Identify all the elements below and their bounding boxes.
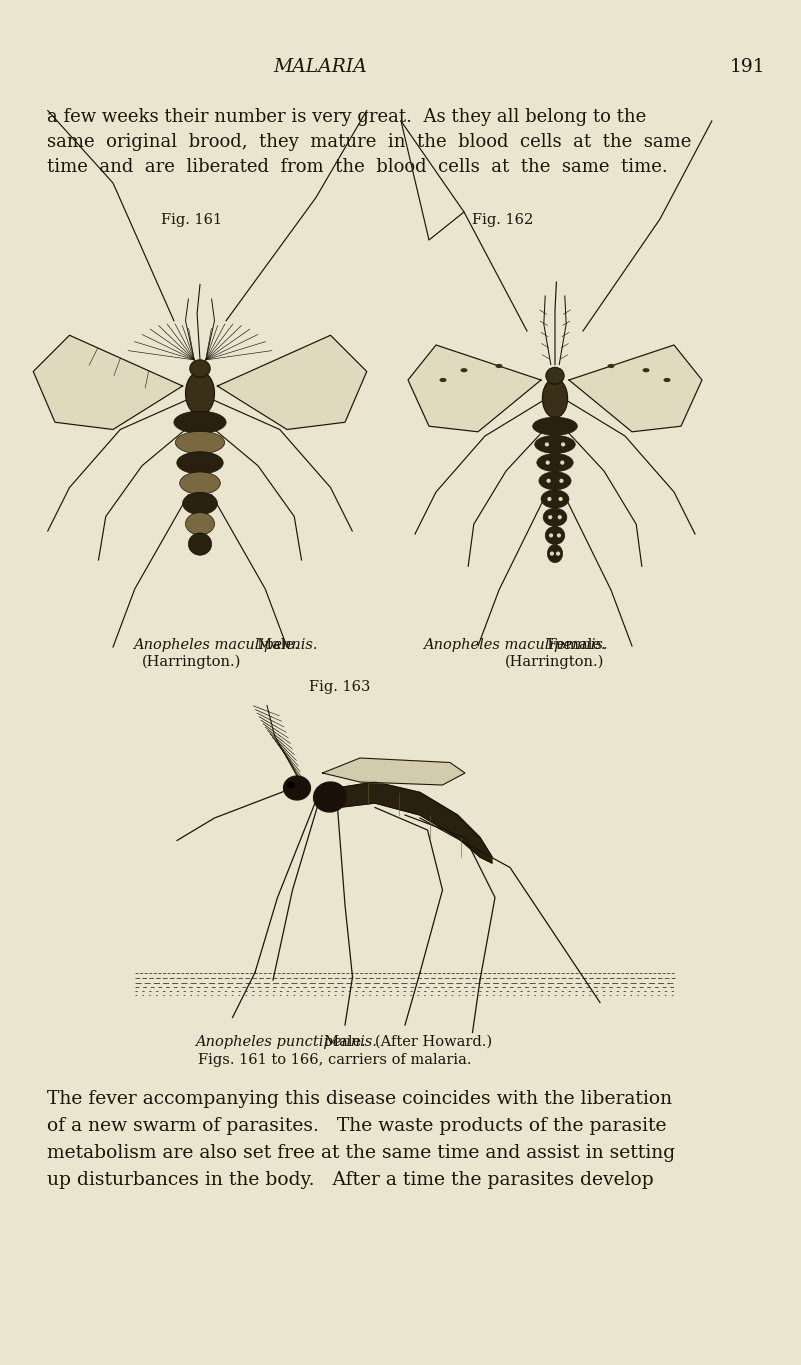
Polygon shape [569,345,702,431]
Ellipse shape [440,378,446,382]
Ellipse shape [186,513,215,535]
Ellipse shape [558,497,562,501]
Ellipse shape [560,460,565,464]
Text: time  and  are  liberated  from  the  blood  cells  at  the  same  time.: time and are liberated from the blood ce… [47,158,668,176]
Text: Figs. 161 to 166, carriers of malaria.: Figs. 161 to 166, carriers of malaria. [199,1052,472,1067]
Text: up disturbances in the body.   After a time the parasites develop: up disturbances in the body. After a tim… [47,1171,654,1189]
Ellipse shape [545,527,565,545]
Ellipse shape [547,545,562,562]
Ellipse shape [174,411,226,434]
Ellipse shape [179,472,220,494]
Ellipse shape [546,479,550,483]
Polygon shape [323,758,465,785]
Ellipse shape [607,364,614,369]
Text: MALARIA: MALARIA [273,57,367,76]
Text: The fever accompanying this disease coincides with the liberation: The fever accompanying this disease coin… [47,1091,672,1108]
Ellipse shape [557,534,561,538]
Text: Male.  (After Howard.): Male. (After Howard.) [315,1035,492,1048]
Ellipse shape [539,472,571,490]
Ellipse shape [547,497,552,501]
Ellipse shape [559,479,564,483]
Ellipse shape [549,534,553,538]
Ellipse shape [190,360,210,377]
Ellipse shape [537,453,574,472]
Text: Male.: Male. [248,637,299,652]
Ellipse shape [313,782,347,812]
Polygon shape [337,782,492,863]
Ellipse shape [543,508,567,527]
Ellipse shape [461,369,468,373]
Text: Anopheles punctipennis.: Anopheles punctipennis. [195,1035,377,1048]
Text: a few weeks their number is very great.  As they all belong to the: a few weeks their number is very great. … [47,108,646,126]
Ellipse shape [663,378,670,382]
Ellipse shape [542,378,568,418]
Text: Female.: Female. [538,637,606,652]
Text: same  original  brood,  they  mature  in  the  blood  cells  at  the  same: same original brood, they mature in the … [47,132,691,152]
Ellipse shape [561,442,566,446]
Polygon shape [217,336,367,430]
Text: of a new swarm of parasites.   The waste products of the parasite: of a new swarm of parasites. The waste p… [47,1117,666,1136]
Text: (Harrington.): (Harrington.) [505,655,605,669]
Polygon shape [34,336,183,430]
Ellipse shape [183,493,217,515]
Text: Fig. 161: Fig. 161 [162,213,223,227]
Ellipse shape [557,515,562,519]
Ellipse shape [177,452,223,474]
Ellipse shape [556,551,560,556]
Text: Fig. 162: Fig. 162 [473,213,533,227]
Ellipse shape [549,551,554,556]
Ellipse shape [175,431,224,453]
Ellipse shape [545,442,549,446]
Ellipse shape [535,435,575,453]
Ellipse shape [533,418,578,435]
Ellipse shape [642,369,650,373]
Ellipse shape [496,364,502,369]
Text: Anopheles maculipennis.: Anopheles maculipennis. [133,637,317,652]
Text: (Harrington.): (Harrington.) [143,655,242,669]
Ellipse shape [541,490,569,508]
Ellipse shape [284,775,311,800]
Ellipse shape [287,781,296,789]
Text: metabolism are also set free at the same time and assist in setting: metabolism are also set free at the same… [47,1144,675,1162]
Text: Fig. 163: Fig. 163 [309,680,371,693]
Ellipse shape [186,371,215,415]
Ellipse shape [545,460,549,464]
Polygon shape [408,345,541,431]
Text: Anopheles maculipennis.: Anopheles maculipennis. [423,637,607,652]
Ellipse shape [188,532,211,556]
Ellipse shape [548,515,553,519]
Text: 191: 191 [730,57,766,76]
Ellipse shape [546,367,564,384]
